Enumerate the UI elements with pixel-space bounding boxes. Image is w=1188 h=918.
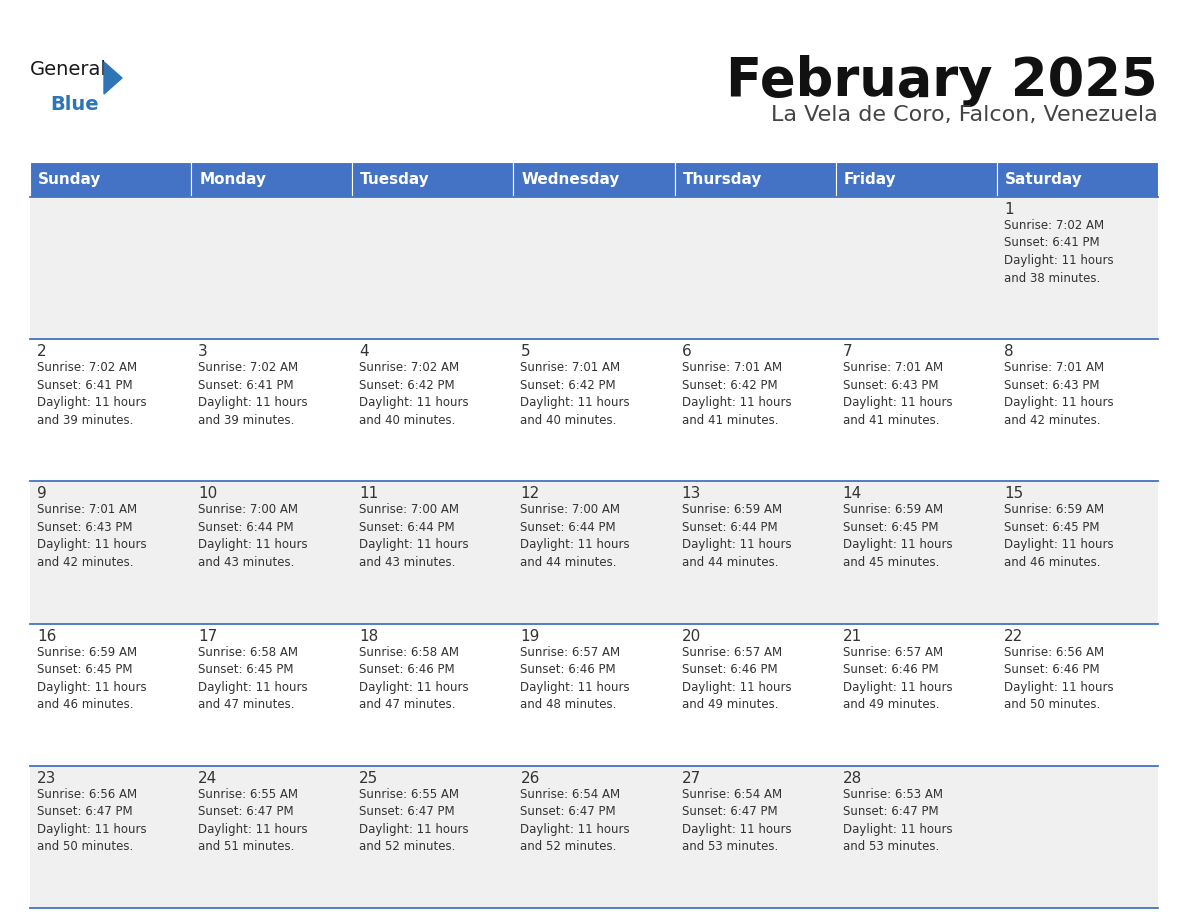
Text: Sunrise: 6:56 AM
Sunset: 6:47 PM
Daylight: 11 hours
and 50 minutes.: Sunrise: 6:56 AM Sunset: 6:47 PM Dayligh… bbox=[37, 788, 146, 854]
Text: Sunrise: 7:01 AM
Sunset: 6:43 PM
Daylight: 11 hours
and 41 minutes.: Sunrise: 7:01 AM Sunset: 6:43 PM Dayligh… bbox=[842, 361, 953, 427]
Text: Tuesday: Tuesday bbox=[360, 172, 430, 187]
Text: La Vela de Coro, Falcon, Venezuela: La Vela de Coro, Falcon, Venezuela bbox=[771, 105, 1158, 125]
Text: Sunrise: 7:02 AM
Sunset: 6:41 PM
Daylight: 11 hours
and 39 minutes.: Sunrise: 7:02 AM Sunset: 6:41 PM Dayligh… bbox=[37, 361, 146, 427]
Text: 28: 28 bbox=[842, 771, 862, 786]
Text: 25: 25 bbox=[359, 771, 379, 786]
Bar bbox=[353, 162, 513, 197]
Text: Thursday: Thursday bbox=[683, 172, 762, 187]
Text: Blue: Blue bbox=[50, 95, 99, 114]
Text: Sunrise: 7:00 AM
Sunset: 6:44 PM
Daylight: 11 hours
and 43 minutes.: Sunrise: 7:00 AM Sunset: 6:44 PM Dayligh… bbox=[198, 503, 308, 569]
Text: Saturday: Saturday bbox=[1005, 172, 1082, 187]
Bar bbox=[675, 162, 835, 197]
Text: 8: 8 bbox=[1004, 344, 1013, 359]
Bar bbox=[835, 162, 997, 197]
Text: Sunrise: 7:01 AM
Sunset: 6:43 PM
Daylight: 11 hours
and 42 minutes.: Sunrise: 7:01 AM Sunset: 6:43 PM Dayligh… bbox=[1004, 361, 1113, 427]
Text: Sunrise: 6:55 AM
Sunset: 6:47 PM
Daylight: 11 hours
and 51 minutes.: Sunrise: 6:55 AM Sunset: 6:47 PM Dayligh… bbox=[198, 788, 308, 854]
Text: Sunrise: 6:59 AM
Sunset: 6:45 PM
Daylight: 11 hours
and 45 minutes.: Sunrise: 6:59 AM Sunset: 6:45 PM Dayligh… bbox=[842, 503, 953, 569]
Text: Sunrise: 6:57 AM
Sunset: 6:46 PM
Daylight: 11 hours
and 49 minutes.: Sunrise: 6:57 AM Sunset: 6:46 PM Dayligh… bbox=[682, 645, 791, 711]
Text: 2: 2 bbox=[37, 344, 46, 359]
Text: 22: 22 bbox=[1004, 629, 1023, 644]
Text: 15: 15 bbox=[1004, 487, 1023, 501]
Bar bbox=[30, 481, 1158, 623]
Text: 3: 3 bbox=[198, 344, 208, 359]
Text: Sunrise: 7:01 AM
Sunset: 6:42 PM
Daylight: 11 hours
and 41 minutes.: Sunrise: 7:01 AM Sunset: 6:42 PM Dayligh… bbox=[682, 361, 791, 427]
Text: Sunrise: 7:02 AM
Sunset: 6:42 PM
Daylight: 11 hours
and 40 minutes.: Sunrise: 7:02 AM Sunset: 6:42 PM Dayligh… bbox=[359, 361, 469, 427]
Text: Sunrise: 6:58 AM
Sunset: 6:45 PM
Daylight: 11 hours
and 47 minutes.: Sunrise: 6:58 AM Sunset: 6:45 PM Dayligh… bbox=[198, 645, 308, 711]
Bar bbox=[30, 766, 1158, 908]
Text: 4: 4 bbox=[359, 344, 369, 359]
Text: Sunday: Sunday bbox=[38, 172, 101, 187]
Text: 19: 19 bbox=[520, 629, 539, 644]
Text: Sunrise: 7:00 AM
Sunset: 6:44 PM
Daylight: 11 hours
and 44 minutes.: Sunrise: 7:00 AM Sunset: 6:44 PM Dayligh… bbox=[520, 503, 630, 569]
Text: Sunrise: 6:53 AM
Sunset: 6:47 PM
Daylight: 11 hours
and 53 minutes.: Sunrise: 6:53 AM Sunset: 6:47 PM Dayligh… bbox=[842, 788, 953, 854]
Text: 10: 10 bbox=[198, 487, 217, 501]
Text: 23: 23 bbox=[37, 771, 56, 786]
Text: 27: 27 bbox=[682, 771, 701, 786]
Text: 5: 5 bbox=[520, 344, 530, 359]
Text: Sunrise: 7:02 AM
Sunset: 6:41 PM
Daylight: 11 hours
and 39 minutes.: Sunrise: 7:02 AM Sunset: 6:41 PM Dayligh… bbox=[198, 361, 308, 427]
Text: February 2025: February 2025 bbox=[726, 55, 1158, 107]
Text: 12: 12 bbox=[520, 487, 539, 501]
Text: 1: 1 bbox=[1004, 202, 1013, 217]
Text: Sunrise: 6:54 AM
Sunset: 6:47 PM
Daylight: 11 hours
and 53 minutes.: Sunrise: 6:54 AM Sunset: 6:47 PM Dayligh… bbox=[682, 788, 791, 854]
Text: Sunrise: 6:54 AM
Sunset: 6:47 PM
Daylight: 11 hours
and 52 minutes.: Sunrise: 6:54 AM Sunset: 6:47 PM Dayligh… bbox=[520, 788, 630, 854]
Text: 17: 17 bbox=[198, 629, 217, 644]
Text: 6: 6 bbox=[682, 344, 691, 359]
Text: Sunrise: 6:55 AM
Sunset: 6:47 PM
Daylight: 11 hours
and 52 minutes.: Sunrise: 6:55 AM Sunset: 6:47 PM Dayligh… bbox=[359, 788, 469, 854]
Text: 7: 7 bbox=[842, 344, 852, 359]
Text: 20: 20 bbox=[682, 629, 701, 644]
Text: 9: 9 bbox=[37, 487, 46, 501]
Text: Wednesday: Wednesday bbox=[522, 172, 620, 187]
Text: Sunrise: 6:56 AM
Sunset: 6:46 PM
Daylight: 11 hours
and 50 minutes.: Sunrise: 6:56 AM Sunset: 6:46 PM Dayligh… bbox=[1004, 645, 1113, 711]
Text: 24: 24 bbox=[198, 771, 217, 786]
Text: 26: 26 bbox=[520, 771, 539, 786]
Text: Sunrise: 7:01 AM
Sunset: 6:42 PM
Daylight: 11 hours
and 40 minutes.: Sunrise: 7:01 AM Sunset: 6:42 PM Dayligh… bbox=[520, 361, 630, 427]
Text: Sunrise: 7:02 AM
Sunset: 6:41 PM
Daylight: 11 hours
and 38 minutes.: Sunrise: 7:02 AM Sunset: 6:41 PM Dayligh… bbox=[1004, 219, 1113, 285]
Text: Sunrise: 6:57 AM
Sunset: 6:46 PM
Daylight: 11 hours
and 49 minutes.: Sunrise: 6:57 AM Sunset: 6:46 PM Dayligh… bbox=[842, 645, 953, 711]
Bar bbox=[30, 339, 1158, 481]
Text: Sunrise: 6:57 AM
Sunset: 6:46 PM
Daylight: 11 hours
and 48 minutes.: Sunrise: 6:57 AM Sunset: 6:46 PM Dayligh… bbox=[520, 645, 630, 711]
Text: 21: 21 bbox=[842, 629, 862, 644]
Text: Sunrise: 6:59 AM
Sunset: 6:44 PM
Daylight: 11 hours
and 44 minutes.: Sunrise: 6:59 AM Sunset: 6:44 PM Dayligh… bbox=[682, 503, 791, 569]
Text: Sunrise: 6:59 AM
Sunset: 6:45 PM
Daylight: 11 hours
and 46 minutes.: Sunrise: 6:59 AM Sunset: 6:45 PM Dayligh… bbox=[1004, 503, 1113, 569]
Polygon shape bbox=[105, 62, 122, 94]
Text: 14: 14 bbox=[842, 487, 862, 501]
Text: 13: 13 bbox=[682, 487, 701, 501]
Text: Sunrise: 6:59 AM
Sunset: 6:45 PM
Daylight: 11 hours
and 46 minutes.: Sunrise: 6:59 AM Sunset: 6:45 PM Dayligh… bbox=[37, 645, 146, 711]
Text: Friday: Friday bbox=[843, 172, 896, 187]
Bar bbox=[513, 162, 675, 197]
Bar bbox=[997, 162, 1158, 197]
Text: Sunrise: 7:01 AM
Sunset: 6:43 PM
Daylight: 11 hours
and 42 minutes.: Sunrise: 7:01 AM Sunset: 6:43 PM Dayligh… bbox=[37, 503, 146, 569]
Bar bbox=[30, 162, 191, 197]
Text: 11: 11 bbox=[359, 487, 379, 501]
Text: Sunrise: 6:58 AM
Sunset: 6:46 PM
Daylight: 11 hours
and 47 minutes.: Sunrise: 6:58 AM Sunset: 6:46 PM Dayligh… bbox=[359, 645, 469, 711]
Text: 18: 18 bbox=[359, 629, 379, 644]
Bar bbox=[30, 197, 1158, 339]
Text: General: General bbox=[30, 60, 107, 79]
Bar bbox=[191, 162, 353, 197]
Text: 16: 16 bbox=[37, 629, 56, 644]
Text: Sunrise: 7:00 AM
Sunset: 6:44 PM
Daylight: 11 hours
and 43 minutes.: Sunrise: 7:00 AM Sunset: 6:44 PM Dayligh… bbox=[359, 503, 469, 569]
Bar bbox=[30, 623, 1158, 766]
Text: Monday: Monday bbox=[200, 172, 266, 187]
